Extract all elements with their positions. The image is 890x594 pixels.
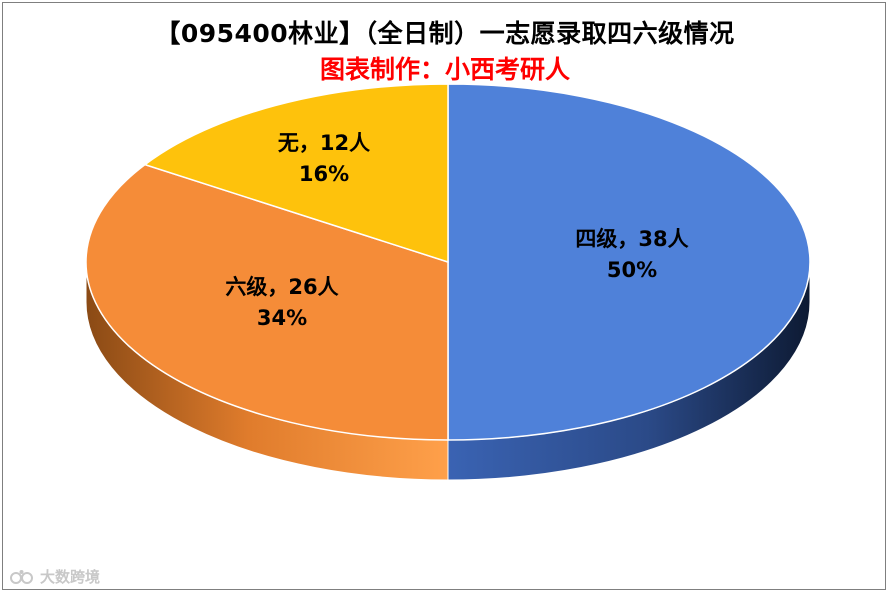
chart-title: 【095400林业】（全日制）一志愿录取四六级情况 — [155, 19, 735, 48]
pie-tops — [85, 83, 811, 441]
chart-subtitle: 图表制作：小西考研人 — [319, 55, 570, 84]
pie-labels: 四级，38人 50% 六级，26人 34% 无，12人 16% — [225, 131, 688, 330]
watermark-text: 大数跨境 — [40, 568, 101, 586]
watermark: 大数跨境 — [10, 566, 100, 587]
slice-label-1: 四级，38人 — [575, 227, 688, 251]
slice-label-3: 无，12人 — [278, 131, 370, 155]
slice-label-2: 六级，26人 — [225, 275, 338, 299]
slice-percent-3: 16% — [299, 162, 349, 186]
pie-slice-1 — [447, 83, 811, 441]
slice-percent-1: 50% — [607, 258, 657, 282]
slice-percent-2: 34% — [257, 306, 307, 330]
watermark-logo-icon — [10, 569, 36, 585]
pie-slice-3 — [143, 83, 449, 264]
